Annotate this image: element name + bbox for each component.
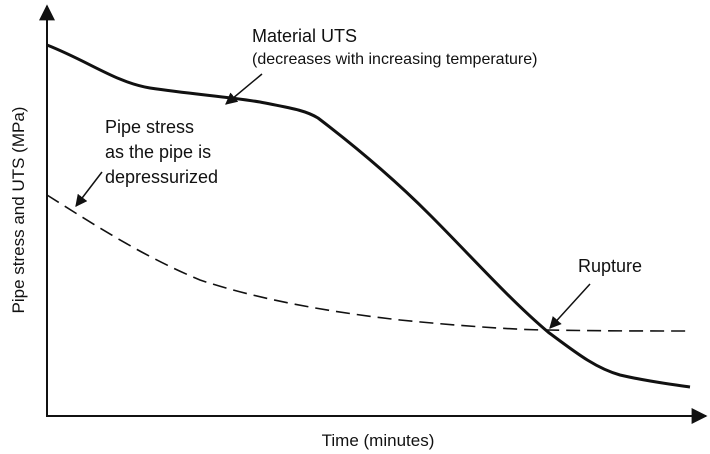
- pipe-stress-label: depressurized: [105, 167, 218, 187]
- y-axis-label: Pipe stress and UTS (MPa): [9, 107, 28, 314]
- pipe-stress-label: Pipe stress: [105, 117, 194, 137]
- pipe-stress-curve: [46, 194, 691, 332]
- rupture-arrow: [549, 283, 591, 329]
- uts-note: (decreases with increasing temperature): [252, 51, 537, 68]
- x-axis-label: Time (minutes): [322, 431, 435, 450]
- pipe-stress-arrow: [75, 171, 103, 207]
- pipe-stress-label: as the pipe is: [105, 142, 211, 162]
- uts-curve: [46, 43, 691, 389]
- uts-title: Material UTS: [252, 26, 357, 46]
- rupture-label: Rupture: [578, 256, 642, 276]
- uts-arrow: [225, 73, 263, 105]
